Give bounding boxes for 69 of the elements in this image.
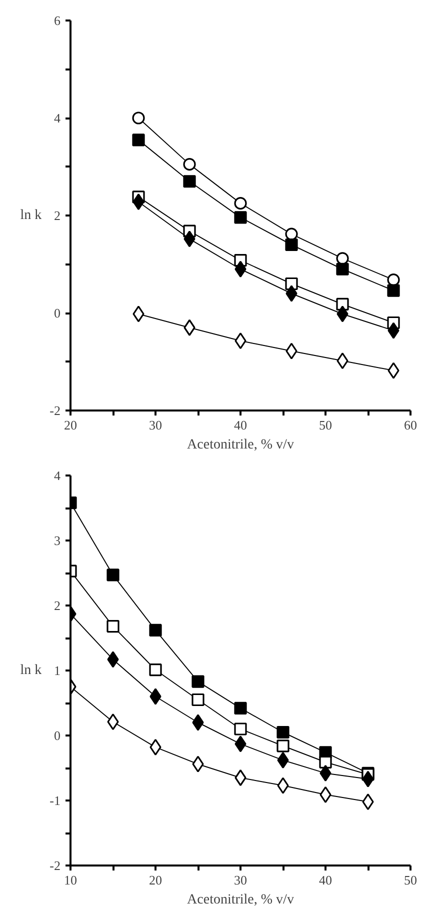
x-tick-label: 10 (64, 872, 77, 888)
point (234, 260, 246, 278)
x-tick-label: 30 (149, 418, 162, 432)
point (183, 175, 196, 188)
point (150, 738, 162, 756)
point (319, 756, 332, 768)
point (149, 624, 162, 636)
point (336, 262, 349, 276)
y-tick-label: -2 (50, 858, 61, 873)
point (320, 764, 332, 782)
y-tick-label: -2 (50, 403, 61, 418)
point (276, 740, 290, 752)
point (132, 134, 145, 146)
point (184, 230, 196, 248)
point (107, 651, 119, 668)
y-tick-label: 0 (54, 728, 60, 743)
y-tick-label: 4 (54, 110, 61, 126)
point (192, 714, 204, 731)
y-tick-label: 1 (54, 663, 60, 678)
point (362, 770, 374, 788)
point (336, 306, 348, 322)
point (132, 194, 144, 210)
point (388, 362, 400, 379)
y-tick-label: 3 (54, 533, 60, 548)
x-tick-label: 20 (64, 418, 77, 432)
point (106, 568, 120, 582)
x-tick-label: 30 (234, 872, 247, 888)
y-tick-label: -1 (50, 793, 61, 808)
point (192, 693, 204, 706)
point (277, 777, 289, 794)
point (150, 688, 162, 705)
point (286, 285, 298, 302)
x-tick-label: 60 (404, 418, 417, 432)
point (184, 319, 196, 336)
point (285, 238, 298, 252)
point (149, 664, 162, 676)
y-tick-label: 6 (54, 13, 61, 28)
point (362, 794, 374, 810)
point (106, 620, 120, 633)
point (234, 702, 247, 714)
point (387, 284, 400, 297)
point (234, 197, 247, 210)
x-tick-label: 50 (319, 418, 332, 432)
x-axis-title: Acetonitrile, % v/v (187, 892, 294, 908)
y-axis-title: ln k (20, 663, 42, 678)
point (234, 736, 246, 752)
x-axis-title: Acetonitrile, % v/v (187, 438, 294, 452)
y-tick-label: 4 (54, 468, 61, 483)
point (388, 322, 400, 339)
y-axis-title: ln k (20, 208, 42, 223)
point (192, 675, 204, 688)
point (277, 752, 289, 768)
y-tick-label: 0 (54, 306, 60, 320)
point (107, 714, 119, 730)
x-tick-label: 40 (234, 418, 247, 432)
point (192, 756, 204, 772)
point (320, 786, 332, 803)
point (132, 306, 144, 322)
x-tick-label: 50 (404, 872, 417, 888)
x-tick-label: 20 (149, 872, 162, 888)
y-tick-label: 2 (54, 208, 60, 223)
x-tick-label: 40 (319, 872, 332, 888)
point (183, 158, 196, 171)
y-tick-label: 2 (54, 598, 60, 613)
point (286, 342, 298, 360)
point (132, 112, 145, 124)
point (234, 211, 247, 224)
point (234, 722, 247, 736)
point (276, 726, 290, 739)
